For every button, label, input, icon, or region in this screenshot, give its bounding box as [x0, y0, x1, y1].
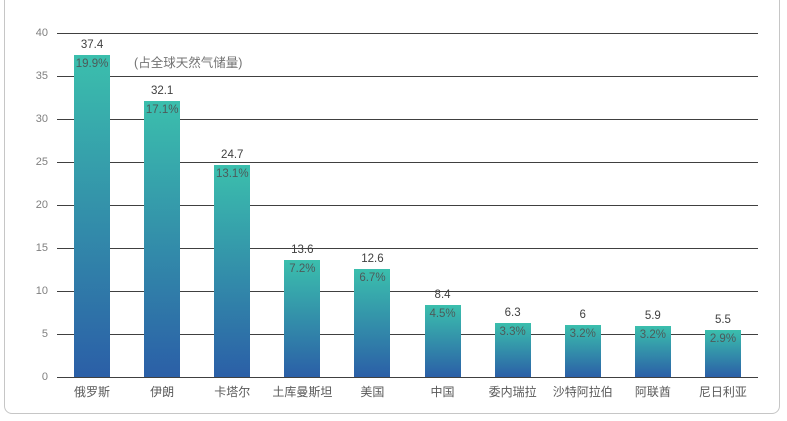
bar-委内瑞拉 [494, 322, 531, 377]
percent-label: 13.1% [215, 167, 249, 180]
chart-annotation: (占全球天然气储量) [134, 56, 243, 71]
value-label: 6.3 [504, 306, 521, 319]
gridline-y-20 [57, 204, 758, 206]
x-axis-category-label: 俄罗斯 [74, 385, 111, 399]
y-axis-tick-label: 5 [41, 328, 48, 340]
percent-label: 7.2% [289, 263, 316, 276]
y-axis-tick-label: 0 [41, 371, 48, 383]
bar-土库曼斯坦 [284, 260, 321, 377]
gridline-y-40 [57, 32, 758, 34]
percent-label: 19.9% [75, 58, 109, 71]
gridline-y-5 [57, 333, 758, 335]
gridline-y-35 [57, 75, 758, 77]
y-axis-tick-label: 20 [35, 199, 48, 211]
percent-label: 17.1% [145, 103, 179, 116]
value-label: 12.6 [361, 252, 384, 265]
bar-俄罗斯 [74, 55, 111, 377]
percent-label: 4.5% [429, 307, 456, 320]
percent-label: 3.2% [569, 328, 596, 341]
gridline-y-0 [57, 376, 758, 378]
x-axis-category-label: 伊朗 [150, 385, 175, 399]
bar-美国 [354, 268, 391, 377]
gridline-y-30 [57, 118, 758, 120]
x-axis-category-label: 美国 [360, 385, 385, 399]
x-axis-category-label: 中国 [430, 385, 455, 399]
value-label: 8.4 [434, 288, 451, 301]
x-axis-category-label: 沙特阿拉伯 [552, 385, 613, 399]
bar-卡塔尔 [214, 164, 251, 377]
bar-沙特阿拉伯 [564, 325, 601, 377]
gridline-y-10 [57, 290, 758, 292]
x-axis-category-label: 委内瑞拉 [488, 385, 537, 399]
value-label: 37.4 [80, 39, 104, 52]
percent-label: 3.3% [499, 325, 526, 338]
y-axis-tick-label: 30 [35, 113, 48, 125]
bar-尼日利亚 [704, 329, 741, 377]
percent-label: 6.7% [359, 271, 386, 284]
x-axis-category-label: 土库曼斯坦 [272, 385, 333, 399]
value-label: 6 [579, 309, 586, 322]
y-axis-tick-label: 25 [35, 156, 48, 168]
value-label: 32.1 [150, 84, 174, 97]
x-axis-category-label: 卡塔尔 [214, 385, 251, 399]
value-label: 5.9 [644, 310, 661, 323]
percent-label: 3.2% [639, 329, 666, 342]
x-axis-category-label: 阿联酋 [634, 385, 671, 399]
value-label: 24.7 [221, 148, 244, 161]
percent-label: 2.9% [709, 332, 737, 345]
value-label: 13.6 [291, 244, 314, 257]
bar-伊朗 [144, 100, 181, 377]
x-axis-category-label: 尼日利亚 [698, 385, 747, 399]
bar-中国 [424, 304, 461, 377]
y-axis-tick-label: 40 [35, 27, 48, 39]
gridline-y-15 [57, 247, 758, 249]
y-axis-tick-label: 10 [35, 285, 48, 297]
bar-阿联酋 [634, 326, 671, 377]
y-axis-tick-label: 15 [35, 242, 48, 254]
value-label: 5.5 [714, 313, 731, 326]
y-axis-tick-label: 35 [35, 70, 48, 82]
gridline-y-25 [57, 161, 758, 163]
